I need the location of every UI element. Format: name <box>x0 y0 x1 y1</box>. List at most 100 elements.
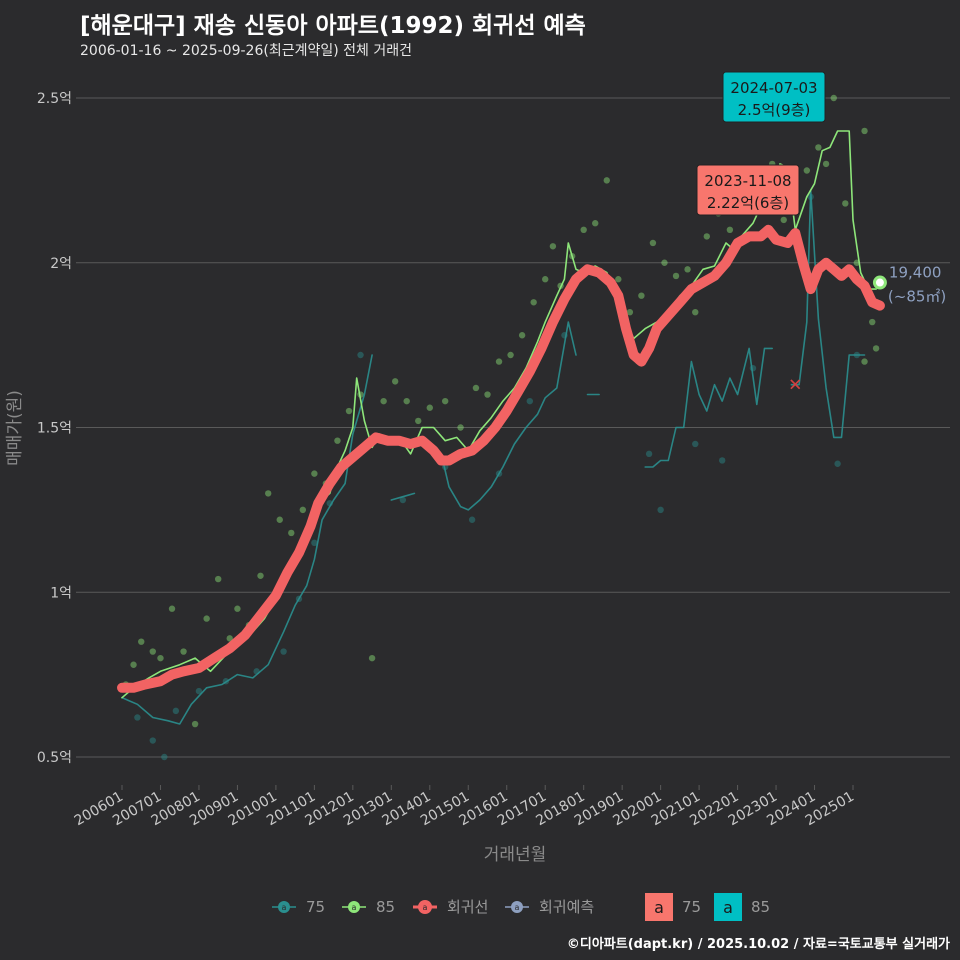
scatter-point <box>157 654 164 662</box>
legend-box-key <box>714 893 742 921</box>
scatter-point <box>842 200 849 207</box>
series-line-75 <box>121 189 866 725</box>
y-tick-label: 1억 <box>50 585 72 601</box>
annotation-price: 2.22억(6층) <box>707 194 789 212</box>
scatter-point <box>726 226 734 233</box>
scatter-point <box>380 397 387 405</box>
scatter-point <box>214 575 222 583</box>
scatter-point <box>580 226 587 233</box>
footer-credit: ©디아파트(dapt.kr) / 2025.10.02 / 자료=국토교통부 실… <box>566 937 950 952</box>
scatter-point <box>276 516 283 523</box>
scatter-point <box>649 239 657 247</box>
legend-box-label: 85 <box>751 898 770 916</box>
scatter-point <box>441 397 449 405</box>
y-axis-title: 매매가(원) <box>5 390 25 466</box>
forecast-point <box>872 275 887 290</box>
scatter-point <box>530 299 537 306</box>
y-tick-label: 2.5억 <box>37 91 72 107</box>
scatter-point <box>692 308 699 316</box>
scatter-point <box>526 397 534 405</box>
series-line-regression <box>117 224 885 693</box>
scatter-point <box>484 391 491 398</box>
scatter-point <box>626 308 634 316</box>
legend-key-dot <box>418 900 432 914</box>
legend-label: 회귀예측 <box>539 898 594 916</box>
scatter-point <box>645 450 653 458</box>
scatter-point <box>803 167 811 174</box>
annotation-price: 2.5억(9층) <box>738 101 811 119</box>
legend-key-glyph: a <box>423 903 428 912</box>
scatter-point <box>603 177 610 184</box>
x-marker: ✕ <box>788 376 802 396</box>
scatter-point <box>426 404 433 411</box>
scatter-point <box>226 635 233 642</box>
scatter-point <box>311 470 318 477</box>
y-tick-label: 0.5억 <box>37 750 72 766</box>
scatter-point <box>415 417 422 425</box>
scatter-point <box>495 358 503 365</box>
scatter-point <box>638 292 645 299</box>
scatter-point <box>180 648 187 655</box>
scatter-point <box>149 737 156 744</box>
scatter-point <box>195 687 203 695</box>
scatter-point <box>138 638 145 645</box>
annotations: ✕ 19,400 (~85㎡) 2024-07-03 2.5억(9층) 2023-11-0… <box>696 71 946 396</box>
scatter-point <box>507 351 514 359</box>
scatter-point <box>518 332 526 339</box>
scatter-point <box>172 707 180 715</box>
scatter-point <box>357 351 364 359</box>
legend-key-glyph: a <box>352 903 357 912</box>
scatter-points <box>122 94 880 761</box>
legend-box-glyph: a <box>723 898 733 917</box>
scatter-point <box>391 378 399 385</box>
scatter-point <box>672 272 680 280</box>
scatter-point <box>265 490 272 497</box>
forecast-area: (~85㎡) <box>888 288 946 306</box>
scatter-point <box>861 127 868 135</box>
scatter-point <box>334 437 341 444</box>
legend-box-label: 75 <box>682 898 701 916</box>
scatter-point <box>834 460 841 467</box>
legend-label: 회귀선 <box>447 898 488 916</box>
scatter-point <box>280 648 287 655</box>
scatter-point <box>257 572 264 579</box>
legend-box-glyph: a <box>654 898 664 917</box>
scatter-point <box>368 654 376 662</box>
scatter-point <box>692 440 699 448</box>
scatter-point <box>168 605 176 612</box>
legend-label: 75 <box>306 898 325 916</box>
annotation-box <box>696 164 800 216</box>
scatter-point <box>657 506 664 514</box>
scatter-point <box>234 605 241 612</box>
scatter-point <box>149 648 156 655</box>
scatter-point <box>542 276 549 283</box>
legend-key-dot <box>511 901 523 913</box>
annotation-box <box>722 71 826 123</box>
scatter-point <box>130 661 137 668</box>
scatter-point <box>549 243 557 250</box>
scatter-point <box>592 220 599 227</box>
y-axis-ticks: 0.5억 1억 1.5억 2억 2.5억 <box>37 91 80 766</box>
legend-key-glyph: a <box>282 903 287 912</box>
scatter-point <box>468 516 476 523</box>
scatter-point <box>288 529 295 537</box>
scatter-point <box>661 259 668 266</box>
scatter-point <box>703 233 710 240</box>
scatter-point <box>472 384 480 392</box>
forecast-value: 19,400 <box>889 264 942 282</box>
scatter-point <box>869 318 876 326</box>
x-axis-title: 거래년월 <box>484 845 547 865</box>
legend-box-key <box>645 893 673 921</box>
legend-key-dot <box>348 901 360 913</box>
scatter-point <box>615 276 622 283</box>
scatter-point <box>161 753 168 761</box>
annotation-date: 2023-11-08 <box>704 172 791 190</box>
scatter-point <box>861 358 868 365</box>
scatter-point <box>457 424 464 431</box>
legend: a 75 a 85 a 회귀선 a 회귀예측 a 75 a 85 <box>272 893 770 921</box>
scatter-point <box>203 615 210 622</box>
scatter-point <box>345 407 353 415</box>
scatter-point <box>815 144 822 151</box>
y-tick-label: 1.5억 <box>37 421 72 437</box>
